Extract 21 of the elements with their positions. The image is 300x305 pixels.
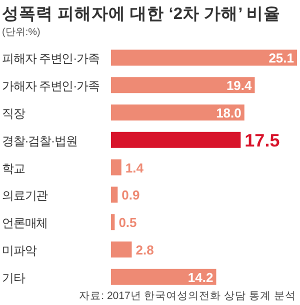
value-label: 17.5 <box>244 130 280 150</box>
value-label: 19.4 <box>226 78 252 94</box>
category-label: 의료기관 <box>2 188 48 203</box>
category-label: 직장 <box>2 106 25 120</box>
category-label: 학교 <box>2 161 25 176</box>
category-label: 미파악 <box>2 244 36 258</box>
subtitle: (단위:%) <box>2 27 40 38</box>
category-label: 피해자 주변인·가족 <box>2 52 100 66</box>
value-label: 1.4 <box>125 160 144 176</box>
value-label: 18.0 <box>216 106 242 120</box>
category-label: 기타 <box>2 270 25 285</box>
value-label: 2.8 <box>136 242 154 258</box>
category-label: 언론매체 <box>2 216 48 230</box>
value-label: 0.9 <box>122 188 140 203</box>
value-label: 14.2 <box>188 270 214 285</box>
value-label: 0.5 <box>118 215 137 230</box>
category-label: 경찰·검찰·법원 <box>2 134 78 148</box>
title: 성폭력 피해자에 대한 ‘2차 가해’ 비율 <box>2 5 280 23</box>
category-label: 가해자 주변인·가족 <box>2 79 100 94</box>
annotation: 자료: 2017년 한국여성의전화 상담 통계 분석 <box>79 290 296 302</box>
value-label: 25.1 <box>268 50 294 66</box>
